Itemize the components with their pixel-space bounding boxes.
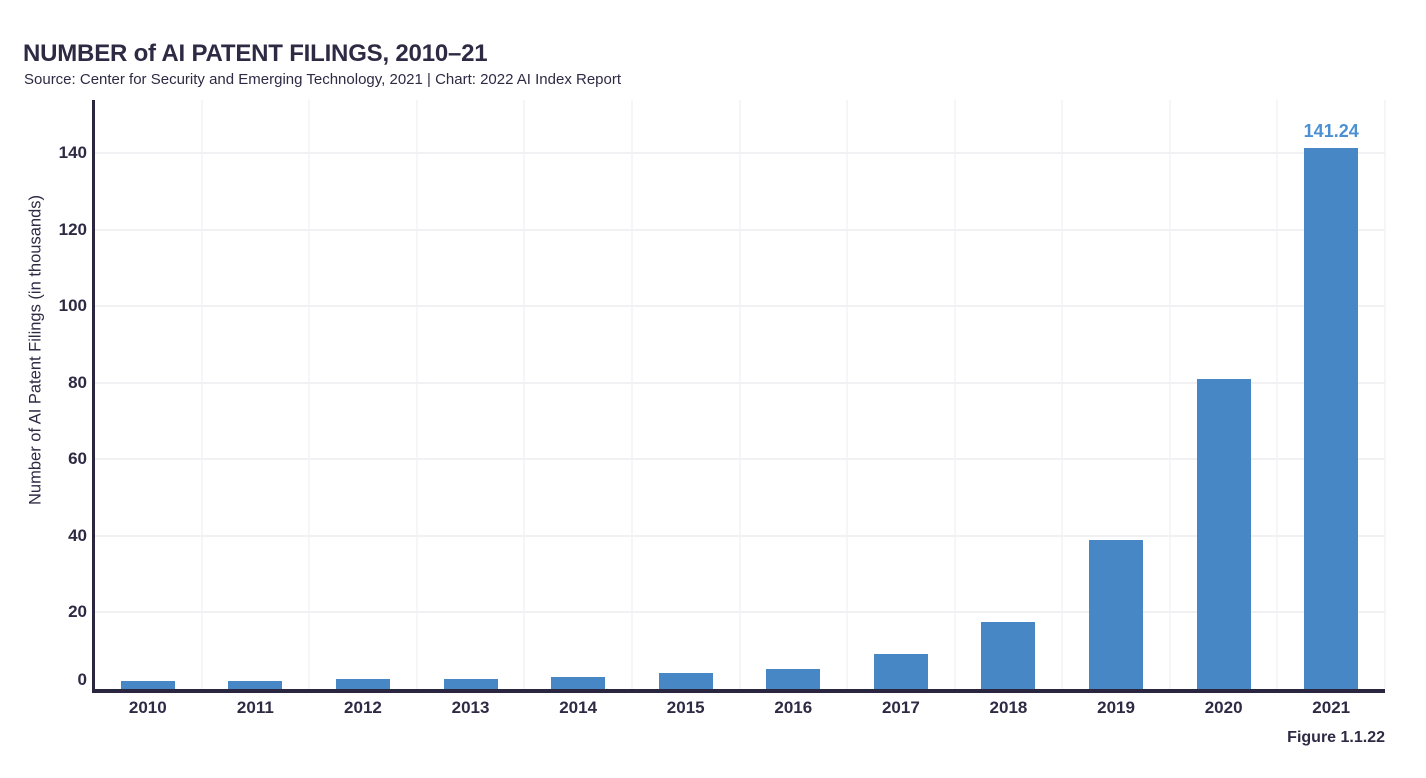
vertical-gridline bbox=[200, 100, 203, 689]
vertical-gridline bbox=[953, 100, 956, 689]
bar-2011 bbox=[228, 680, 283, 689]
x-tick-label-2012: 2012 bbox=[344, 698, 382, 717]
plot-area bbox=[94, 100, 1386, 689]
bar-2012 bbox=[335, 679, 390, 689]
x-axis-line bbox=[92, 689, 1385, 693]
x-tick-label-2019: 2019 bbox=[1097, 698, 1135, 717]
horizontal-gridline bbox=[94, 458, 1385, 461]
horizontal-gridline bbox=[94, 534, 1385, 537]
x-tick-label-2020: 2020 bbox=[1204, 698, 1243, 717]
y-tick-label: 140 bbox=[58, 143, 87, 163]
chart-title: NUMBER of AI PATENT FILINGS, 2010–21 bbox=[23, 40, 488, 67]
bar-2020 bbox=[1196, 379, 1251, 689]
figure-number-label: Figure 1.1.22 bbox=[1287, 729, 1385, 746]
vertical-gridline bbox=[523, 100, 526, 689]
x-tick-label-2021: 2021 bbox=[1312, 698, 1351, 717]
vertical-gridline bbox=[415, 100, 418, 689]
bar-2010 bbox=[120, 680, 175, 689]
x-tick-label-2017: 2017 bbox=[881, 698, 920, 717]
vertical-gridline bbox=[308, 100, 311, 689]
bar-2018 bbox=[981, 622, 1036, 689]
vertical-gridline bbox=[738, 100, 741, 689]
y-tick-label: 40 bbox=[68, 525, 87, 545]
y-tick-label: 100 bbox=[58, 296, 87, 316]
horizontal-gridline bbox=[94, 611, 1385, 614]
chart-source-line: Source: Center for Security and Emerging… bbox=[24, 71, 622, 88]
bar-2016 bbox=[766, 669, 821, 689]
x-tick-label-2010: 2010 bbox=[128, 698, 167, 717]
y-tick-label: 0 bbox=[77, 670, 87, 689]
x-tick-label-2014: 2014 bbox=[559, 698, 598, 717]
vertical-gridline bbox=[1168, 100, 1171, 689]
vertical-gridline bbox=[1061, 100, 1064, 689]
horizontal-gridline bbox=[94, 305, 1385, 308]
y-tick-label: 60 bbox=[68, 449, 87, 469]
y-tick-label: 120 bbox=[58, 219, 87, 239]
x-tick-label-2015: 2015 bbox=[666, 698, 705, 717]
bar-2013 bbox=[443, 679, 498, 689]
bar-2015 bbox=[658, 672, 713, 689]
vertical-gridline bbox=[1384, 100, 1386, 689]
x-tick-label-2013: 2013 bbox=[451, 698, 490, 717]
x-tick-label-2011: 2011 bbox=[236, 698, 274, 717]
x-tick-label-2018: 2018 bbox=[989, 698, 1028, 717]
vertical-gridline bbox=[1276, 100, 1279, 689]
horizontal-gridline bbox=[94, 152, 1385, 155]
bar-2019 bbox=[1089, 539, 1144, 689]
y-tick-label: 80 bbox=[68, 372, 87, 392]
bar-2017 bbox=[873, 654, 928, 689]
y-tick-label: 20 bbox=[68, 602, 87, 622]
bar-value-label: 141.24 bbox=[1303, 121, 1359, 141]
horizontal-gridline bbox=[94, 228, 1385, 231]
horizontal-gridline bbox=[94, 381, 1385, 384]
x-tick-label-2016: 2016 bbox=[774, 698, 813, 717]
bar-2014 bbox=[551, 677, 606, 689]
bar-2021 bbox=[1304, 148, 1359, 689]
y-axis-line bbox=[92, 100, 95, 693]
vertical-gridline bbox=[630, 100, 633, 689]
vertical-gridline bbox=[846, 100, 849, 689]
